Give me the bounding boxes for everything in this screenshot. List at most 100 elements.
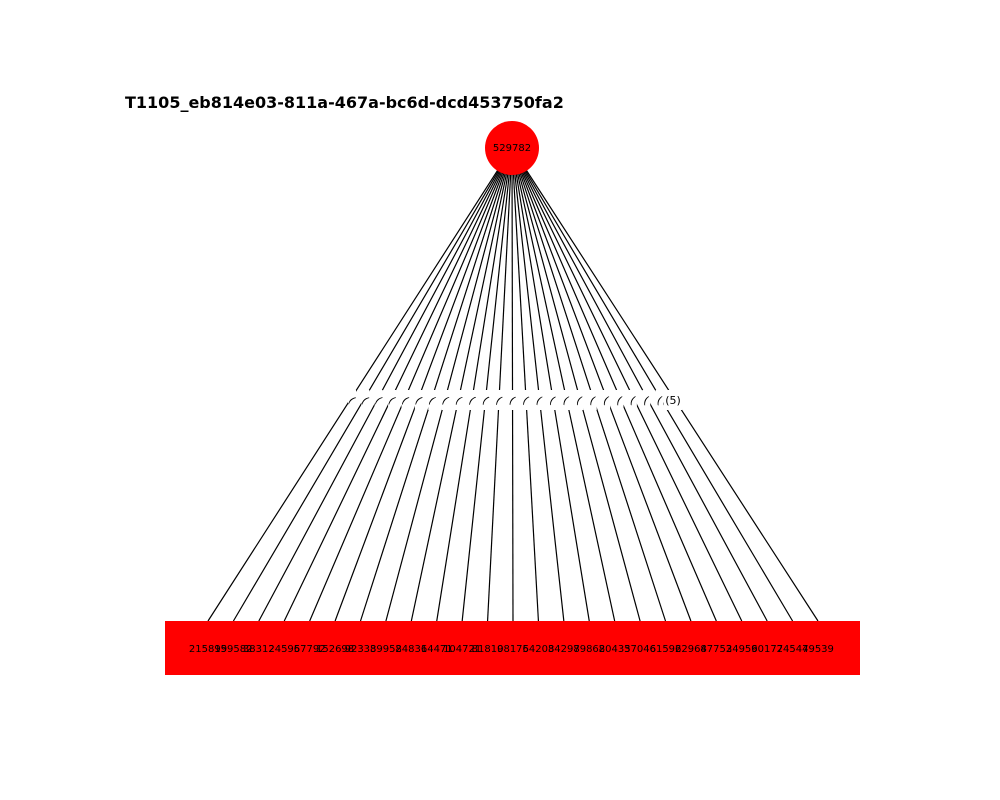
edge-label: ( (520, 394, 531, 407)
child-node-label: 24836 (395, 644, 427, 655)
child-node-label: 87752 (700, 644, 732, 655)
edge-line (461, 147, 513, 622)
edge-label: ( (480, 394, 491, 407)
edge-label-background (664, 390, 682, 410)
edge-line (511, 147, 768, 622)
child-node-label: 98176 (497, 644, 529, 655)
edge-label: (5) (665, 394, 681, 407)
child-node-label: 34298 (548, 644, 580, 655)
edge-line (511, 147, 641, 622)
edge-label: ( (561, 394, 571, 407)
edges-group (207, 147, 819, 622)
edge-line (511, 147, 717, 622)
edge-label-background (495, 390, 504, 410)
child-node-label: 38312 (243, 644, 275, 655)
child-node-label: 215899 (189, 644, 227, 655)
edge-label-background (521, 390, 530, 410)
edge-label-background (361, 390, 370, 410)
edge-label-background (628, 390, 637, 410)
edge-label-background (602, 390, 611, 410)
child-node-label: 152698 (316, 644, 354, 655)
edge-label-background (588, 390, 597, 410)
child-node-label: 79868 (573, 644, 605, 655)
edge-label: ( (507, 394, 518, 407)
child-nodes-group: 2158991595823831224595677921526989233839… (165, 621, 860, 675)
edge-label-background (481, 390, 490, 410)
edge-label-background (348, 390, 356, 410)
child-node-label: 61592 (650, 644, 682, 655)
edge-line (436, 147, 513, 622)
edge-label-background (388, 390, 397, 410)
edge-label: ( (426, 394, 438, 406)
edge-line (258, 147, 513, 622)
edge-label-background (535, 390, 544, 410)
edge-line (511, 147, 565, 622)
child-node-label: 24547 (777, 644, 809, 655)
edge-line (511, 147, 743, 622)
root-node-circle (485, 121, 539, 175)
edge-line (334, 147, 513, 622)
child-node-label: 159582 (214, 644, 252, 655)
edge-line (283, 147, 513, 622)
edge-line (511, 147, 514, 622)
child-node-label: 34959 (726, 644, 758, 655)
edge-label-background (455, 390, 463, 410)
edge-line (410, 147, 513, 622)
edge-label-background (575, 390, 584, 410)
edge-line (359, 147, 513, 622)
child-node-label: 24595 (268, 644, 300, 655)
edge-label: ( (574, 394, 584, 407)
child-node-label: 20435 (599, 644, 631, 655)
diagram-title: T1105_eb814e03-811a-467a-bc6d-dcd453750f… (125, 93, 564, 112)
edge-line (309, 147, 513, 622)
edge-label-background (615, 390, 624, 410)
edge-label: ( (345, 394, 358, 406)
edge-line (511, 147, 590, 622)
child-node-label: 67792 (294, 644, 326, 655)
edge-label: ( (453, 394, 465, 407)
edge-label: ( (359, 394, 372, 406)
edge-label: ( (641, 394, 650, 408)
child-node-label: 81810 (472, 644, 504, 655)
child-node-label: 39958 (370, 644, 402, 655)
child-node-label: 92338 (345, 644, 377, 655)
edge-label-background (414, 390, 423, 410)
edge-line (486, 147, 513, 622)
edge-label: ( (493, 394, 504, 407)
child-node-label: 54208 (523, 644, 555, 655)
edge-label: ( (601, 394, 611, 407)
edge-labels-group: (((((((((((((((((((((((((5) (345, 390, 682, 410)
edge-line (511, 147, 667, 622)
edge-line (511, 147, 616, 622)
child-node-label: 60177 (751, 644, 783, 655)
edge-label-background (468, 390, 477, 410)
child-node-label: 49539 (802, 644, 834, 655)
edge-label-background (374, 390, 383, 410)
edge-label-background (428, 390, 437, 410)
edge-label-background (508, 390, 517, 410)
edge-label-background (401, 390, 410, 410)
edge-label-background (548, 390, 557, 410)
edge-label-background (441, 390, 450, 410)
edge-line (385, 147, 513, 622)
edge-label: ( (466, 394, 478, 407)
edge-line (207, 147, 513, 622)
child-node-label: 14471 (421, 644, 453, 655)
edge-label-background (562, 390, 570, 410)
edge-line (511, 147, 794, 622)
edge-label: ( (655, 394, 664, 408)
edge-line (511, 147, 540, 622)
child-node-label: 104721 (443, 644, 481, 655)
root-node-label: 529782 (493, 143, 531, 154)
edge-label: ( (587, 394, 597, 407)
edge-label: ( (614, 394, 624, 408)
edge-line (232, 147, 513, 622)
edge-label: ( (547, 394, 558, 407)
edge-line (511, 147, 692, 622)
child-node-label: 37046 (624, 644, 656, 655)
child-node-box (792, 621, 844, 675)
edge-line (511, 147, 819, 622)
edge-label: ( (439, 394, 451, 407)
edge-label: ( (534, 394, 545, 407)
